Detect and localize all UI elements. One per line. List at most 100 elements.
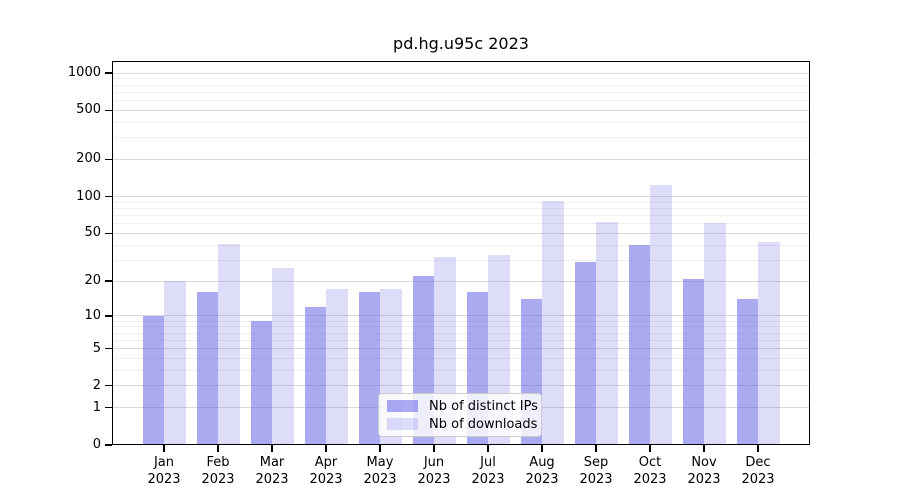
- x-tick-mark: [433, 445, 435, 452]
- x-tick-mark: [379, 445, 381, 452]
- x-tick-month: Jun: [423, 455, 445, 470]
- x-tick-mark: [487, 445, 489, 452]
- x-tick-label: Sep 2023: [561, 454, 631, 488]
- x-tick-label: Mar 2023: [237, 454, 307, 488]
- x-tick-label: Dec 2023: [723, 454, 793, 488]
- gridline-minor: [112, 91, 810, 93]
- bar-downloads: [596, 221, 618, 445]
- y-tick-label: 2: [92, 377, 101, 393]
- y-tick-mark: [105, 158, 112, 161]
- chart-title: pd.hg.u95c 2023: [393, 34, 529, 53]
- x-tick-year: 2023: [741, 472, 775, 487]
- y-tick-label: 200: [76, 151, 101, 167]
- x-tick-month: Aug: [529, 455, 555, 470]
- gridline-minor: [112, 332, 810, 334]
- legend-swatch-distinct-ips: [387, 400, 418, 412]
- x-tick-year: 2023: [147, 472, 181, 487]
- x-tick-year: 2023: [525, 472, 559, 487]
- x-tick-label: Aug 2023: [507, 454, 577, 488]
- y-tick-mark: [105, 444, 112, 446]
- bar-distinct-ips: [142, 315, 164, 445]
- gridline-major: [112, 315, 810, 317]
- gridline-minor: [112, 244, 810, 246]
- gridline-minor: [112, 223, 810, 225]
- x-tick-year: 2023: [633, 472, 667, 487]
- legend-item-distinct-ips: Nb of distinct IPs: [387, 399, 541, 414]
- y-tick-label: 100: [76, 188, 101, 204]
- gridline-minor: [112, 137, 810, 139]
- gridline-major: [112, 196, 810, 197]
- y-tick-mark: [105, 347, 112, 350]
- y-tick-mark: [105, 195, 112, 198]
- legend-item-downloads: Nb of downloads: [387, 417, 541, 432]
- gridline-minor: [112, 339, 810, 341]
- bar-downloads: [704, 222, 726, 445]
- y-tick-mark: [105, 385, 112, 387]
- x-tick-month: Nov: [691, 455, 717, 470]
- bar-downloads: [218, 243, 240, 445]
- x-tick-label: Feb 2023: [183, 454, 253, 488]
- x-tick-month: Jan: [153, 455, 175, 470]
- gridline-minor: [112, 326, 810, 328]
- x-tick-month: Mar: [259, 455, 285, 470]
- gridline-minor: [112, 99, 810, 101]
- x-tick-mark: [163, 445, 165, 452]
- x-tick-mark: [541, 445, 543, 452]
- x-tick-month: Oct: [638, 455, 662, 470]
- x-tick-mark: [703, 445, 705, 452]
- legend-label-downloads: Nb of downloads: [429, 416, 538, 432]
- gridline-major: [112, 348, 810, 350]
- gridline-minor: [112, 201, 810, 203]
- y-tick-label: 5: [92, 340, 101, 356]
- x-tick-year: 2023: [417, 472, 451, 487]
- x-tick-year: 2023: [255, 472, 289, 487]
- gridline-major: [112, 280, 810, 282]
- gridline-minor: [112, 259, 810, 261]
- bar-downloads: [272, 267, 294, 445]
- gridline-major: [112, 72, 810, 74]
- x-tick-label: Oct 2023: [615, 454, 685, 488]
- y-tick-label: 20: [84, 273, 101, 289]
- gridline-minor: [112, 214, 810, 216]
- y-tick-label: 0: [92, 437, 101, 452]
- x-tick-month: Dec: [745, 455, 771, 470]
- x-tick-month: Apr: [314, 455, 338, 470]
- x-tick-mark: [595, 445, 597, 452]
- gridline-minor: [112, 84, 810, 86]
- gridline-minor: [112, 357, 810, 359]
- x-tick-mark: [271, 445, 273, 452]
- x-tick-mark: [757, 445, 759, 452]
- bar-distinct-ips: [682, 278, 704, 445]
- y-tick-mark: [105, 280, 112, 282]
- gridline-minor: [112, 78, 810, 80]
- bar-downloads: [326, 289, 348, 445]
- y-tick-label: 500: [76, 102, 101, 118]
- y-tick-label: 10: [84, 307, 101, 323]
- x-tick-mark: [649, 445, 651, 452]
- x-tick-year: 2023: [471, 472, 505, 487]
- x-tick-label: Nov 2023: [669, 454, 739, 488]
- x-tick-year: 2023: [309, 472, 343, 487]
- bar-downloads: [542, 200, 564, 445]
- gridline-minor: [112, 369, 810, 371]
- x-tick-month: Feb: [206, 455, 230, 470]
- x-tick-label: Jul 2023: [453, 454, 523, 488]
- gridline-major: [112, 109, 810, 111]
- y-tick-label: 50: [84, 225, 101, 241]
- bar-downloads: [164, 281, 186, 445]
- x-tick-label: May 2023: [345, 454, 415, 488]
- y-tick-mark: [105, 315, 112, 317]
- gridline-major: [112, 158, 810, 160]
- gridline-minor: [112, 320, 810, 322]
- gridline-major: [112, 385, 810, 387]
- bar-distinct-ips: [358, 292, 380, 445]
- bar-distinct-ips: [628, 245, 650, 445]
- bar-distinct-ips: [304, 306, 326, 445]
- y-tick-mark: [105, 407, 112, 409]
- y-tick-mark: [105, 232, 112, 234]
- y-tick-label: 1: [92, 399, 101, 415]
- x-tick-month: Sep: [583, 455, 609, 470]
- bar-distinct-ips: [250, 321, 272, 445]
- gridline-major: [112, 232, 810, 234]
